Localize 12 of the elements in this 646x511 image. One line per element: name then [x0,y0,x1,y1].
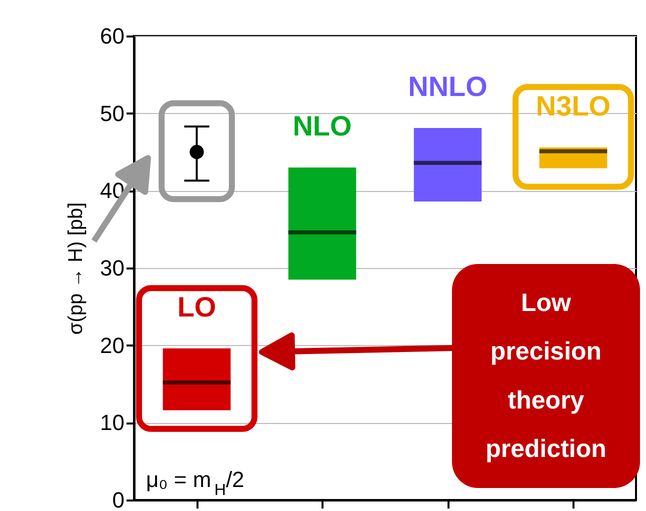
y-tick-label: 20 [100,332,124,358]
y-tick-label: 60 [100,24,124,48]
series-label: LO [177,291,216,322]
y-axis-title: σ(pp → H) [pb] [65,202,88,335]
y-tick-label: 0 [112,488,124,511]
y-tick-label: 50 [100,100,124,126]
series-label: NNLO [408,71,488,102]
series-label: N3LO [536,90,611,122]
annotation: Low precision theory prediction [486,288,606,464]
y-tick-label: 10 [100,410,124,436]
series-label: NLO [292,110,352,142]
y-tick-label: 30 [100,256,124,280]
